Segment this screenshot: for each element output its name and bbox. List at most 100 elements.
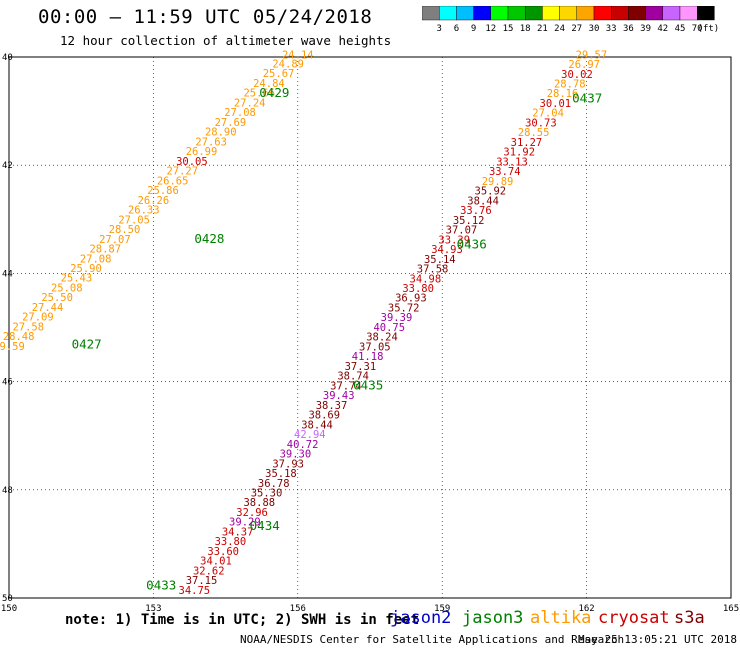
swh-value-label: 37.05 [359, 341, 391, 353]
swh-value-label: 25.90 [70, 263, 102, 275]
colorbar-swatch [456, 6, 474, 21]
swh-value-label: 27.44 [32, 302, 64, 314]
swh-value-label: 35.14 [424, 254, 456, 266]
swh-value-label: 25.50 [41, 292, 73, 304]
pass-time-label: 0436 [457, 237, 487, 252]
swh-value-label: 28.55 [518, 127, 550, 139]
swh-value-label: 32.96 [236, 507, 268, 519]
swh-value-label: 35.92 [475, 186, 507, 198]
colorbar-tick-label: 21 [537, 24, 548, 34]
swh-value-label: 25.66 [243, 88, 275, 100]
swh-value-label: 33.74 [489, 166, 521, 178]
footer-timestamp: May 25 13:05:21 UTC 2018 [578, 633, 737, 646]
swh-value-label: 26.65 [157, 175, 189, 187]
swh-value-label: 25.86 [147, 185, 179, 197]
swh-value-label: 26.97 [568, 59, 600, 71]
colorbar-swatch [490, 6, 509, 21]
swh-value-label: 25.08 [51, 282, 83, 294]
colorbar-tick-label: 15 [503, 24, 514, 34]
swh-value-label: 31.92 [503, 147, 535, 159]
swh-value-label: 32.62 [193, 565, 225, 577]
swh-value-label: 28.78 [554, 79, 586, 91]
swh-value-label: 35.30 [251, 488, 283, 500]
swh-value-label: 36.78 [258, 478, 290, 490]
swh-value-label: 38.24 [366, 332, 398, 344]
swh-value-label: 27.04 [532, 108, 564, 120]
swh-value-label: 35.72 [388, 302, 420, 314]
colorbar-tick-label: 24 [554, 24, 565, 34]
swh-value-label: 28.16 [547, 88, 579, 100]
swh-value-label: 42.94 [294, 429, 326, 441]
swh-value-label: 24.89 [272, 58, 304, 70]
colorbar-swatch [542, 6, 560, 21]
swh-value-label: 28.48 [3, 331, 35, 343]
page-title: 00:00 – 11:59 UTC 05/24/2018 [38, 6, 373, 28]
lon-label: 150 [1, 604, 17, 614]
swh-value-label: 27.08 [80, 253, 112, 265]
swh-value-label: 35.12 [453, 215, 485, 227]
swh-value-label: 26.33 [128, 205, 160, 217]
swh-value-label: 27.69 [215, 117, 247, 129]
swh-value-label: 37.31 [345, 361, 377, 373]
colorbar-tick-label: 18 [520, 24, 531, 34]
colorbar-swatch [524, 6, 543, 21]
swh-colorbar: 3 6 9 12 15 18 21 24 27 30 33 36 39 42 45 70(ft) [422, 6, 719, 34]
swh-value-label: 27.24 [234, 97, 266, 109]
footer-note: note: 1) Time is in UTC; 2) SWH is in fe… [65, 612, 420, 628]
lat-label: 48 [2, 486, 13, 496]
swh-value-label: 33.80 [215, 536, 247, 548]
swh-value-label: 29.57 [576, 49, 608, 61]
colorbar-tick-label: 45 [675, 24, 686, 34]
swh-value-label: 39.29 [229, 517, 261, 529]
swh-value-label: 33.60 [207, 546, 239, 558]
swh-value-label: 30.02 [561, 69, 593, 81]
colorbar-tick-label: 42 [657, 24, 668, 34]
legend-s3a: s3a [674, 608, 705, 628]
swh-value-label: 33.80 [402, 283, 434, 295]
swh-value-label: 39.39 [381, 312, 413, 324]
swh-value-label: 37.93 [272, 458, 304, 470]
swh-value-label: 33.39 [438, 234, 470, 246]
legend-jason3: jason3 [462, 608, 524, 628]
colorbar-swatch [576, 6, 595, 21]
colorbar-swatch [593, 6, 612, 21]
swh-value-label: 41.18 [352, 351, 384, 363]
swh-value-label: 30.05 [176, 156, 208, 168]
lat-label: 50 [2, 594, 13, 604]
colorbar-tick-label: 6 [454, 24, 459, 34]
swh-value-label: 37.07 [446, 225, 478, 237]
map-frame [8, 56, 732, 599]
swh-value-label: 38.44 [467, 195, 499, 207]
swh-value-label: 29.59 [0, 341, 25, 353]
pass-time-label: 0429 [259, 85, 289, 100]
swh-value-label: 33.76 [460, 205, 492, 217]
colorbar-tick-label: 3 [436, 24, 441, 34]
colorbar-swatch [628, 6, 646, 21]
swh-value-label: 31.27 [511, 137, 543, 149]
swh-value-label: 40.72 [287, 439, 319, 451]
colorbar-tick-label: 12 [485, 24, 496, 34]
colorbar-swatch [645, 6, 664, 21]
legend-jason2: jason2 [390, 608, 452, 628]
lat-label: 44 [2, 269, 13, 279]
lon-label: 165 [723, 604, 739, 614]
swh-value-label: 39.30 [280, 449, 312, 461]
pass-time-label: 0435 [353, 377, 383, 392]
colorbar-swatch [439, 6, 457, 21]
colorbar-swatch [662, 6, 681, 21]
swh-value-label: 34.37 [222, 526, 254, 538]
swh-value-label: 28.90 [205, 127, 237, 139]
pass-time-label: 0427 [72, 337, 102, 352]
swh-value-label: 34.01 [200, 556, 232, 568]
colorbar-tick-label: 36 [623, 24, 634, 34]
lat-label: 40 [2, 53, 13, 63]
pass-time-label: 0433 [146, 577, 176, 592]
swh-value-label: 27.08 [224, 107, 256, 119]
colorbar-swatch [697, 6, 715, 21]
swh-value-label: 35.18 [265, 468, 297, 480]
footer-credit: NOAA/NESDIS Center for Satellite Applica… [240, 633, 625, 646]
swh-value-label: 26.26 [138, 195, 170, 207]
swh-value-label: 27.27 [166, 166, 198, 178]
colorbar-tick-label: 70 [692, 24, 703, 34]
colorbar-swatch [559, 6, 578, 21]
